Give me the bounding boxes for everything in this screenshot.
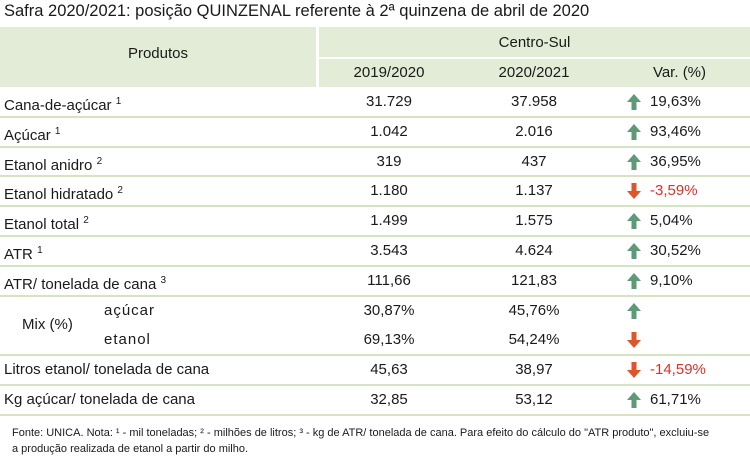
footnote: Fonte: UNICA. Nota: ¹ - mil toneladas; ²… bbox=[12, 427, 710, 455]
trend-arrow bbox=[627, 94, 641, 110]
row-divider bbox=[0, 413, 750, 416]
header-region: Centro-Sul bbox=[498, 34, 571, 51]
trend-arrow bbox=[627, 332, 641, 349]
trend-arrow bbox=[627, 392, 641, 408]
row-label: Etanol anidro 2 bbox=[4, 148, 102, 179]
row-divider bbox=[0, 115, 750, 118]
cell-value: 31.729 bbox=[366, 93, 412, 110]
cell-value: 121,83 bbox=[511, 271, 557, 289]
cell-value: 111,66 bbox=[367, 271, 411, 289]
header-var: Var. (%) bbox=[652, 64, 707, 81]
sub-label: açúcar bbox=[104, 301, 156, 319]
label-text: Kg açúcar/ tonelada de cana bbox=[4, 391, 195, 408]
cell-value: 38,97 bbox=[515, 361, 553, 379]
trend-arrow bbox=[627, 362, 641, 379]
row-label: ATR/ tonelada de cana 3 bbox=[4, 267, 166, 298]
cell-var: 9,10% bbox=[650, 271, 693, 289]
cell-value: 69,13% bbox=[363, 331, 415, 349]
label-text: ATR bbox=[4, 246, 33, 263]
cell-value: 45,63 bbox=[370, 361, 408, 379]
label-note: 2 bbox=[83, 215, 89, 227]
header-divider bbox=[319, 57, 750, 59]
cell-value: 3.543 bbox=[370, 242, 408, 259]
cell-value: 1.499 bbox=[370, 212, 408, 230]
label-text: Cana-de-açúcar bbox=[4, 97, 112, 114]
header-year: 2019/2020 bbox=[353, 64, 425, 81]
row-label: Cana-de-açúcar 1 bbox=[4, 88, 121, 119]
row-label: Etanol hidratado 2 bbox=[4, 177, 123, 208]
label-text: Litros etanol/ tonelada de cana bbox=[4, 361, 210, 379]
trend-arrow bbox=[627, 302, 641, 319]
header-year: 2020/2021 bbox=[498, 64, 570, 81]
row-label: Kg açúcar/ tonelada de cana bbox=[4, 386, 195, 413]
cell-value: 1.180 bbox=[370, 182, 408, 200]
title: Safra 2020/2021: posição QUINZENAL refer… bbox=[4, 2, 590, 20]
row-divider bbox=[0, 205, 750, 208]
label-text: Etanol anidro bbox=[4, 156, 93, 174]
trend-arrow bbox=[627, 123, 641, 140]
column-divider bbox=[316, 27, 319, 415]
cell-var: 61,71% bbox=[650, 391, 701, 408]
cell-value: 2.016 bbox=[515, 122, 553, 140]
cell-var: -3,59% bbox=[650, 182, 698, 200]
cell-value: 53,12 bbox=[515, 391, 553, 408]
cell-value: 54,24% bbox=[508, 331, 560, 349]
cell-var: 30,52% bbox=[650, 242, 701, 259]
label-note: 1 bbox=[37, 245, 43, 256]
row-label: Litros etanol/ tonelada de cana bbox=[4, 356, 209, 383]
label-text: Etanol total bbox=[4, 216, 80, 234]
trend-arrow bbox=[627, 213, 641, 230]
row-divider bbox=[0, 384, 750, 386]
cell-value: 1.042 bbox=[370, 122, 408, 140]
sub-label: etanol bbox=[104, 331, 151, 349]
cell-value: 30,87% bbox=[363, 301, 415, 319]
cell-value: 1.575 bbox=[515, 212, 553, 230]
trend-arrow bbox=[627, 272, 641, 289]
trend-arrow bbox=[627, 183, 641, 200]
group-label: Mix (%) bbox=[22, 315, 73, 333]
label-text: Etanol hidratado bbox=[4, 186, 114, 204]
label-note: 1 bbox=[54, 125, 61, 137]
row-divider bbox=[0, 354, 750, 357]
cell-value: 1.137 bbox=[515, 182, 553, 200]
label-note: 2 bbox=[117, 185, 123, 197]
row-divider bbox=[0, 175, 750, 178]
cell-value: 437 bbox=[521, 152, 547, 170]
cell-value: 319 bbox=[376, 152, 402, 170]
label-note: 2 bbox=[96, 155, 103, 167]
row-divider bbox=[0, 264, 750, 267]
row-divider bbox=[0, 294, 750, 297]
row-label: Açúcar 1 bbox=[4, 118, 60, 149]
header-products: Produtos bbox=[127, 45, 189, 62]
row-divider bbox=[0, 235, 750, 237]
row-label: ATR 1 bbox=[4, 237, 43, 268]
label-note: 3 bbox=[160, 274, 167, 286]
cell-var: 93,46% bbox=[650, 122, 701, 140]
cell-value: 32,85 bbox=[370, 391, 408, 408]
cell-value: 37.958 bbox=[511, 93, 557, 110]
trend-arrow bbox=[627, 153, 641, 170]
label-text: Açúcar bbox=[4, 126, 51, 144]
trend-arrow bbox=[627, 243, 641, 259]
label-note: 1 bbox=[115, 96, 122, 107]
cell-value: 4.624 bbox=[515, 242, 553, 259]
cell-var: -14,59% bbox=[650, 361, 706, 379]
row-divider bbox=[0, 145, 750, 148]
cell-value: 45,76% bbox=[508, 301, 560, 319]
cell-var: 36,95% bbox=[650, 152, 701, 170]
cell-var: 19,63% bbox=[650, 93, 701, 110]
cell-var: 5,04% bbox=[650, 212, 693, 230]
row-label: Etanol total 2 bbox=[4, 207, 89, 238]
label-text: ATR/ tonelada de cana bbox=[4, 275, 157, 293]
